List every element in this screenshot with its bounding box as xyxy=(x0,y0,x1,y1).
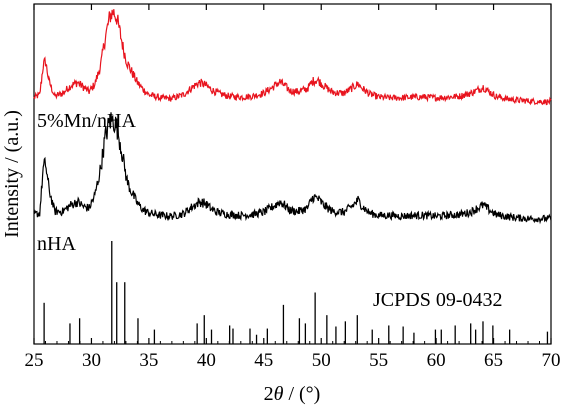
x-tick-label: 25 xyxy=(25,350,44,371)
nha-line xyxy=(33,112,552,225)
reference-pattern xyxy=(43,241,549,344)
x-tick-label: 35 xyxy=(139,350,158,371)
nha-label: nHA xyxy=(37,233,76,255)
x-tick-label: 55 xyxy=(369,350,388,371)
mn-nha-line xyxy=(33,9,552,106)
y-axis-label: Intensity / (a.u.) xyxy=(1,110,23,238)
x-axis-label-symbol: θ xyxy=(274,383,284,405)
x-tick-label: 30 xyxy=(82,350,101,371)
jcpds-label: JCPDS 09-0432 xyxy=(373,289,502,311)
plot-area xyxy=(33,3,552,345)
mn-nha-label: 5%Mn/nHA xyxy=(37,110,136,132)
x-tick-label: 65 xyxy=(484,350,503,371)
x-tick-label: 50 xyxy=(312,350,331,371)
plot-frame xyxy=(33,3,552,345)
x-axis-label-suffix: / (°) xyxy=(283,383,320,405)
x-tick-label: 45 xyxy=(254,350,273,371)
x-axis-ticks: 25 30 35 40 45 50 55 60 65 70 xyxy=(25,4,561,371)
x-tick-label: 40 xyxy=(197,350,216,371)
x-axis-label-prefix: 2 xyxy=(264,383,274,405)
x-axis-label: 2θ / (°) xyxy=(264,383,321,405)
x-tick-label: 70 xyxy=(542,350,561,371)
x-tick-label: 60 xyxy=(427,350,446,371)
